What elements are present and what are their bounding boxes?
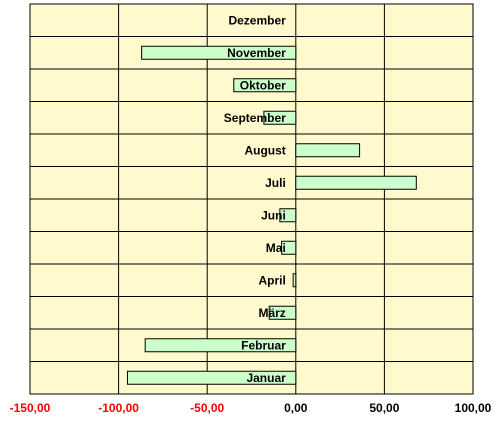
category-label: November — [227, 46, 286, 60]
bar-märz — [268, 305, 297, 320]
category-label: September — [224, 111, 286, 125]
category-label: Juli — [265, 176, 286, 190]
x-tick-label: 50,00 — [369, 401, 399, 415]
category-label: Januar — [246, 371, 286, 385]
bar-februar — [144, 338, 297, 353]
bar-november — [141, 45, 297, 60]
x-tick-label: -100,00 — [98, 401, 139, 415]
category-label: Juni — [261, 208, 286, 222]
category-label: April — [258, 273, 285, 287]
category-label: August — [244, 143, 285, 157]
x-tick-label: -50,00 — [190, 401, 224, 415]
bar-august — [295, 143, 361, 158]
category-label: Dezember — [228, 13, 286, 27]
x-axis-tick-layer: -150,00 -100,00 -50,00 0,00 50,00 100,00 — [10, 401, 492, 415]
bar-oktober — [233, 78, 297, 93]
x-tick-label: 0,00 — [284, 401, 308, 415]
category-label: Oktober — [240, 78, 286, 92]
category-label: Februar — [241, 338, 286, 352]
x-tick-label: 100,00 — [455, 401, 492, 415]
bar-juli — [295, 175, 417, 190]
grid-layer — [29, 4, 474, 394]
x-tick-label: -150,00 — [10, 401, 51, 415]
bar-mai — [281, 240, 297, 255]
category-label: Mai — [266, 241, 286, 255]
bar-september — [263, 110, 297, 125]
bar-layer — [126, 45, 417, 385]
bar-juni — [279, 208, 297, 223]
category-label: März — [258, 306, 285, 320]
bar-januar — [126, 370, 297, 385]
bar-april — [292, 273, 297, 288]
category-label-layer: Januar Februar März April Mai Juni Juli August S… — [224, 13, 286, 385]
